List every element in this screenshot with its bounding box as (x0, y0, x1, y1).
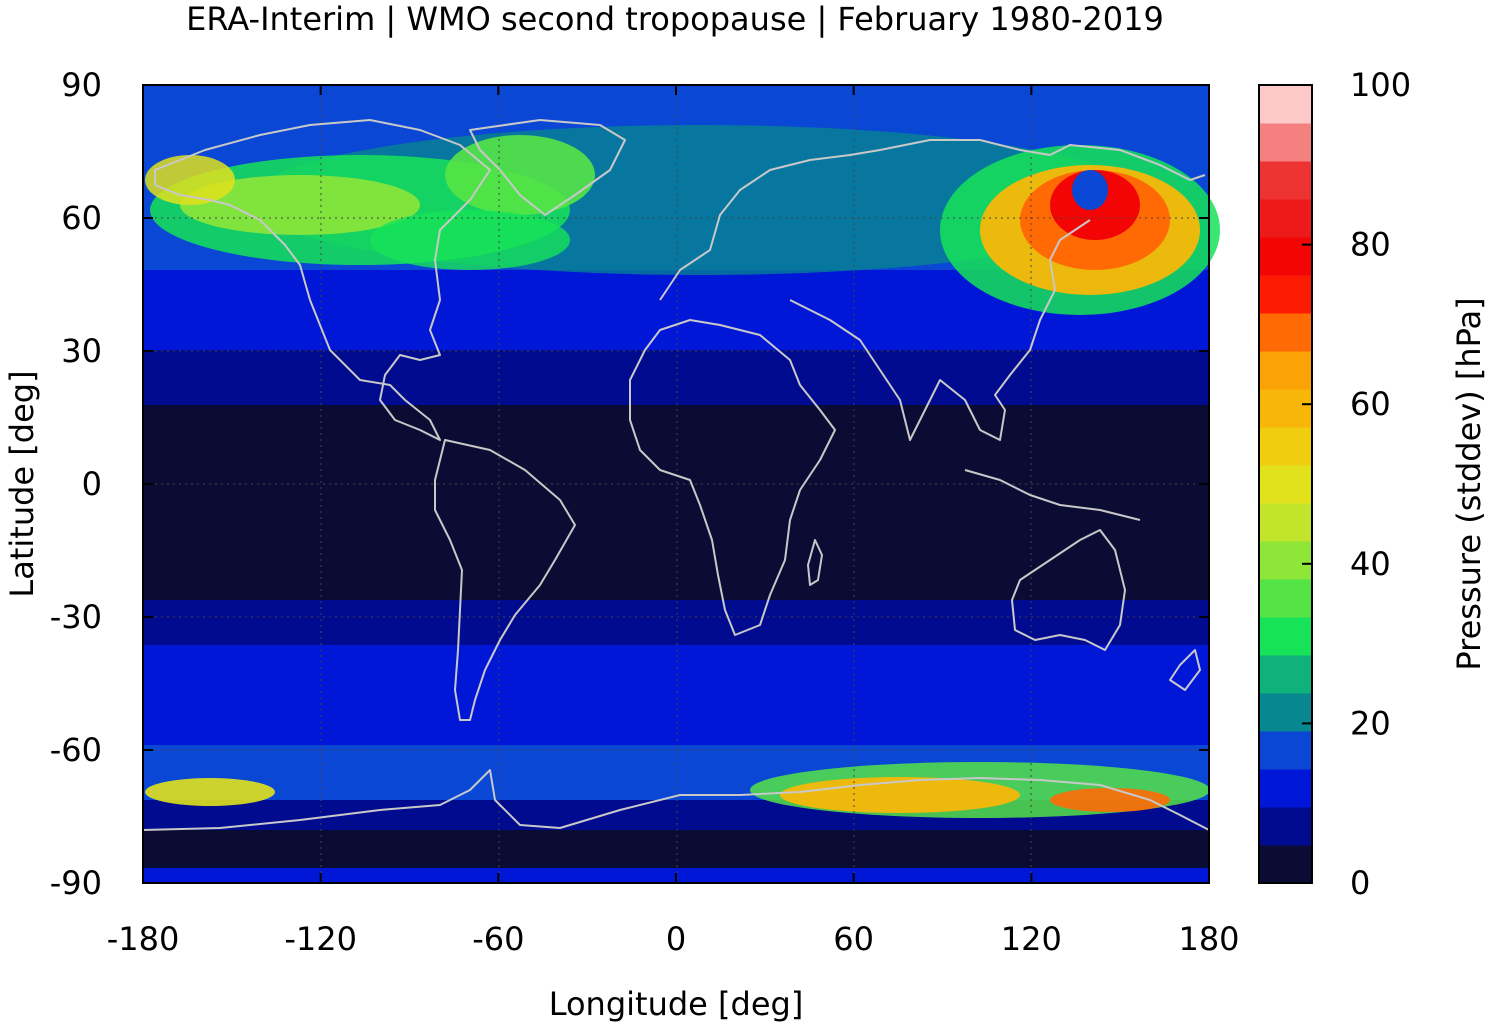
colorbar: 100 80 60 40 20 0 Pressure (stddev) [hPa] (1258, 66, 1488, 902)
x-axis: -180 -120 -60 0 60 120 180 Longitude [deg] (107, 85, 1240, 1023)
map-panel (142, 84, 1220, 884)
colorbar-bin (1259, 427, 1312, 466)
x-tick-label: -60 (472, 920, 524, 958)
y-tick-label: 90 (61, 66, 102, 104)
coastlines (142, 119, 1210, 831)
colorbar-bin (1259, 693, 1312, 732)
colorbar-bin (1259, 199, 1312, 238)
coast-asia (789, 219, 1091, 441)
colorbar-frame (1258, 84, 1313, 884)
x-tick-label: -180 (107, 920, 180, 958)
atlantic-band (370, 210, 570, 270)
north-america-core (180, 175, 420, 235)
y-tick-label: -60 (50, 731, 102, 769)
coast-australia (1011, 529, 1126, 651)
band-subtropic-north (143, 350, 1209, 405)
colorbar-tick-label: 40 (1350, 545, 1391, 583)
colorbar-bin (1259, 579, 1312, 618)
x-tick-label: -120 (284, 920, 357, 958)
east-antarctic-core2 (1050, 788, 1170, 812)
colorbar-bin (1259, 313, 1312, 352)
colorbar-bin (1259, 655, 1312, 694)
y-tick-label: 0 (82, 465, 102, 503)
colorbar-bin (1259, 161, 1312, 200)
x-axis-label: Longitude [deg] (549, 985, 804, 1023)
east-antarctic-core (780, 777, 1020, 813)
y-tick-label: -30 (50, 598, 102, 636)
colorbar-bin (1259, 85, 1312, 124)
colorbar-tick-label: 60 (1350, 385, 1391, 423)
y-axis: 90 60 30 0 -30 -60 -90 Latitude [deg] (3, 66, 1209, 902)
colorbar-bin (1259, 237, 1312, 276)
colorbar-bin (1259, 465, 1312, 504)
south-pacific-coast (145, 778, 275, 806)
colorbar-bin (1259, 389, 1312, 428)
alaska-core (145, 155, 235, 205)
band-midlat-south (143, 645, 1209, 745)
coast-africa (629, 319, 836, 636)
coast-north-america (154, 119, 491, 441)
colorbar-bin (1259, 123, 1312, 162)
coast-greenland (469, 119, 626, 216)
x-tick-label: 120 (1001, 920, 1062, 958)
figure-title: ERA-Interim | WMO second tropopause | Fe… (186, 0, 1164, 38)
colorbar-bin (1259, 503, 1312, 542)
colorbar-bin (1259, 807, 1312, 846)
x-tick-label: 60 (833, 920, 874, 958)
colorbar-bin (1259, 769, 1312, 808)
y-axis-label: Latitude [deg] (3, 370, 41, 597)
colorbar-tick-label: 20 (1350, 704, 1391, 742)
band-subtropic-south (143, 600, 1209, 645)
coast-new-zealand (1169, 649, 1201, 691)
coast-south-america (434, 439, 576, 721)
greenland-band (445, 135, 595, 215)
y-tick-label: 30 (61, 332, 102, 370)
y-tick-label: -90 (50, 864, 102, 902)
colorbar-bin (1259, 275, 1312, 314)
gridlines (143, 85, 1209, 883)
asia-center (1072, 170, 1108, 210)
coast-indonesia (964, 469, 1141, 521)
colorbar-bin (1259, 541, 1312, 580)
coast-europe (659, 139, 1206, 301)
x-tick-label: 0 (666, 920, 686, 958)
x-tick-label: 180 (1178, 920, 1239, 958)
colorbar-bin (1259, 351, 1312, 390)
colorbar-bin (1259, 617, 1312, 656)
coast-antarctica (142, 769, 1210, 831)
colorbar-tick-label: 100 (1350, 66, 1411, 104)
colorbar-bin (1259, 731, 1312, 770)
colorbar-tick-label: 80 (1350, 226, 1391, 264)
colorbar-label: Pressure (stddev) [hPa] (1450, 297, 1488, 670)
colorbar-bin (1259, 845, 1312, 884)
colorbar-tick-label: 0 (1350, 864, 1370, 902)
y-tick-label: 60 (61, 199, 102, 237)
coast-madagascar (807, 539, 823, 586)
